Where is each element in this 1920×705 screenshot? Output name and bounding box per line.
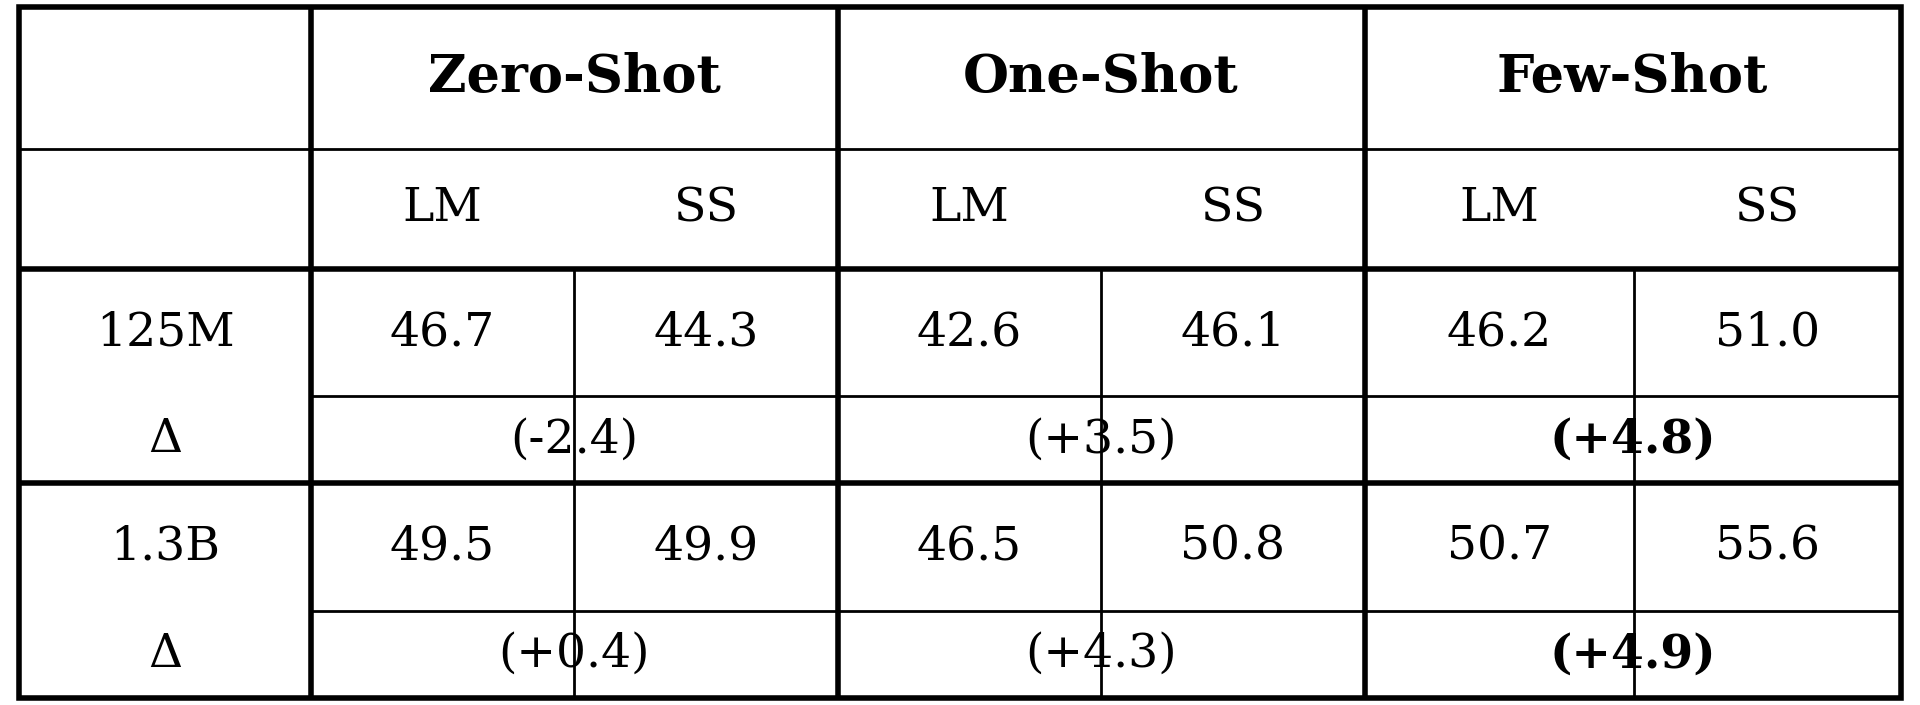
Text: Zero-Shot: Zero-Shot (428, 52, 720, 104)
Text: 42.6: 42.6 (916, 310, 1021, 355)
Text: 49.9: 49.9 (653, 525, 758, 570)
Text: Δ: Δ (148, 632, 182, 677)
Text: 46.5: 46.5 (918, 525, 1021, 570)
Text: SS: SS (1200, 186, 1265, 231)
Text: (+3.5): (+3.5) (1025, 417, 1177, 462)
Text: 50.7: 50.7 (1446, 525, 1551, 570)
Text: One-Shot: One-Shot (964, 52, 1238, 104)
Text: 51.0: 51.0 (1715, 310, 1820, 355)
Text: SS: SS (1736, 186, 1799, 231)
Text: Δ: Δ (148, 417, 182, 462)
Text: LM: LM (1459, 186, 1540, 231)
Text: (+4.8): (+4.8) (1549, 417, 1716, 462)
Text: 46.2: 46.2 (1446, 310, 1551, 355)
Text: 44.3: 44.3 (653, 310, 758, 355)
Text: Few-Shot: Few-Shot (1498, 52, 1768, 104)
Text: 50.8: 50.8 (1181, 525, 1284, 570)
Text: 46.1: 46.1 (1181, 310, 1286, 355)
Text: 55.6: 55.6 (1715, 525, 1820, 570)
Text: LM: LM (929, 186, 1010, 231)
Text: (+4.3): (+4.3) (1025, 632, 1177, 677)
Text: (-2.4): (-2.4) (511, 417, 637, 462)
Text: LM: LM (403, 186, 482, 231)
Text: (+0.4): (+0.4) (499, 632, 651, 677)
Text: 125M: 125M (96, 310, 234, 355)
Text: 49.5: 49.5 (390, 525, 495, 570)
Text: (+4.9): (+4.9) (1549, 631, 1716, 678)
Text: 46.7: 46.7 (390, 310, 495, 355)
Text: SS: SS (674, 186, 737, 231)
Text: 1.3B: 1.3B (109, 525, 221, 570)
